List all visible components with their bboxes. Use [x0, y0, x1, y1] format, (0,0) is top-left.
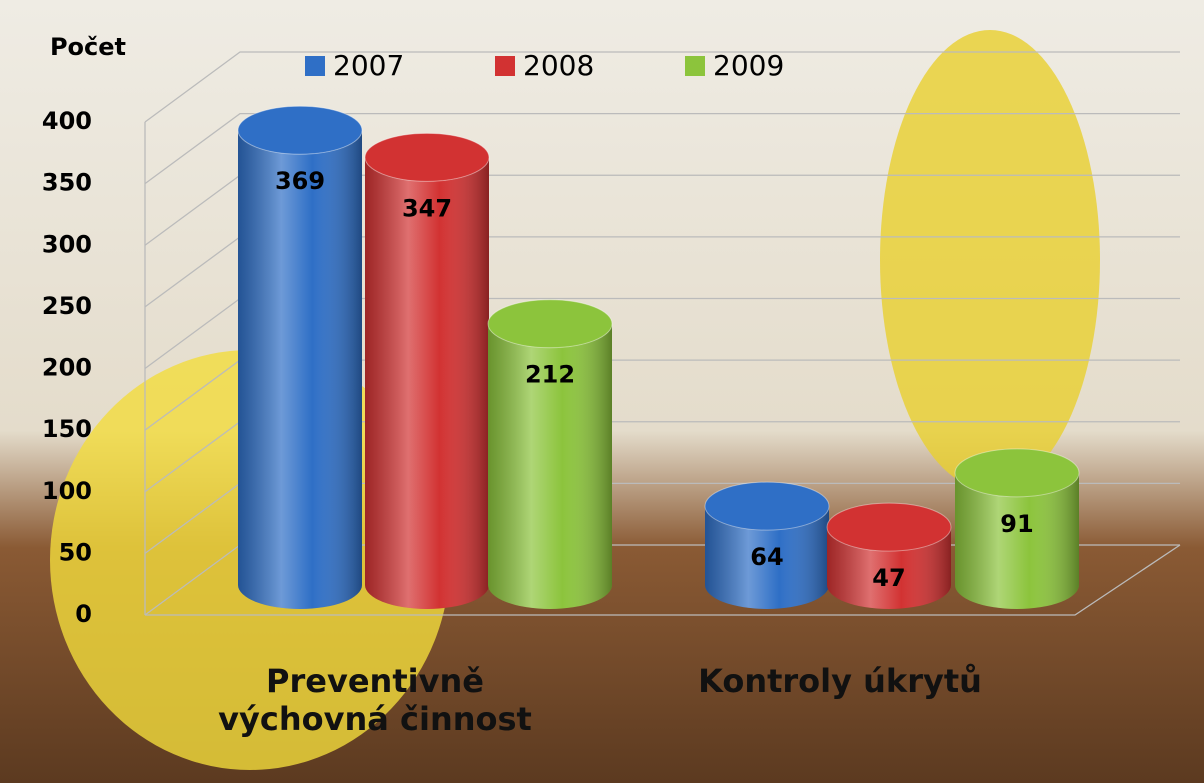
- value-label: 347: [402, 194, 452, 222]
- legend-swatch: [495, 56, 515, 76]
- bar-top: [238, 106, 362, 154]
- y-tick-label: 100: [42, 477, 92, 505]
- photo-suit: [880, 30, 1100, 490]
- legend-swatch: [305, 56, 325, 76]
- chart: Počet 0 50 100 150 200 250 300 350 400 2007 2008 20…: [0, 0, 1204, 783]
- legend-label: 2007: [333, 49, 404, 82]
- legend-label: 2009: [713, 49, 784, 82]
- bar-top: [705, 482, 829, 530]
- legend-swatch: [685, 56, 705, 76]
- bar-top: [955, 449, 1079, 497]
- y-tick-label: 400: [42, 107, 92, 135]
- page: Počet 0 50 100 150 200 250 300 350 400 2007 2008 20…: [0, 0, 1204, 783]
- bar-shade: [238, 130, 362, 609]
- value-label: 91: [1000, 510, 1033, 538]
- y-tick-label: 0: [75, 600, 92, 628]
- bar-top: [365, 133, 489, 181]
- x-tick-label: Preventivně výchovná činnost: [190, 662, 560, 738]
- bar-shade: [365, 157, 489, 609]
- value-label: 64: [750, 543, 783, 571]
- y-tick-label: 200: [42, 354, 92, 382]
- y-tick-label: 250: [42, 292, 92, 320]
- value-label: 212: [525, 361, 575, 389]
- bar-top: [488, 300, 612, 348]
- y-tick-label: 300: [42, 230, 92, 258]
- y-tick-label: 50: [59, 538, 92, 566]
- bar-top: [827, 503, 951, 551]
- y-tick-label: 350: [42, 169, 92, 197]
- legend-label: 2008: [523, 49, 594, 82]
- value-label: 369: [275, 167, 325, 195]
- value-label: 47: [872, 564, 905, 592]
- y-axis-label: Počet: [50, 33, 126, 61]
- x-tick-label: Kontroly úkrytů: [670, 662, 1010, 700]
- y-tick-label: 150: [42, 415, 92, 443]
